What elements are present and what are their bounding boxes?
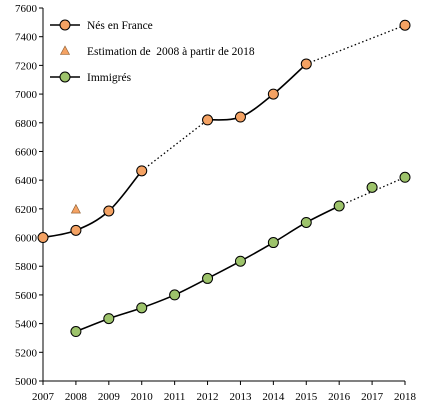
immigres-point <box>103 313 115 325</box>
immigres-point <box>333 200 345 212</box>
nes-en-france-point <box>202 114 214 126</box>
nes-en-france-dotted-line <box>306 24 406 65</box>
immigres-point <box>202 272 214 284</box>
y-tick-label: 7600 <box>15 3 38 15</box>
nes-en-france-dotted-line <box>141 119 208 172</box>
nes-en-france-point <box>37 232 49 244</box>
immigres-point <box>70 326 82 338</box>
y-tick-label: 7000 <box>15 89 38 101</box>
legend-marker-immigres <box>59 71 71 83</box>
y-tick-label: 6600 <box>15 146 38 158</box>
x-tick-label: 2013 <box>229 391 252 403</box>
x-tick-label: 2014 <box>262 391 285 403</box>
y-tick-label: 6800 <box>15 118 38 130</box>
y-tick-label: 6200 <box>15 204 38 216</box>
legend-label-estimation-de-2008-a-partir-de-2018: Estimation de 2008 à partir de 2018 <box>87 46 255 58</box>
nes-en-france-point <box>70 224 82 236</box>
y-tick-label: 7200 <box>15 60 38 72</box>
x-tick-label: 2015 <box>295 391 318 403</box>
nes-en-france-point <box>136 165 148 177</box>
legend-marker-nes-en-france <box>59 19 71 31</box>
immigres-point <box>234 255 246 267</box>
y-tick-label: 5000 <box>15 376 38 388</box>
x-tick-label: 2016 <box>328 391 351 403</box>
y-tick-label: 5400 <box>15 319 38 331</box>
nes-en-france-point <box>300 58 312 70</box>
legend-label-nes-en-france: Nés en France <box>87 20 153 32</box>
x-tick-label: 2017 <box>361 391 384 403</box>
x-tick-label: 2007 <box>32 391 55 403</box>
y-tick-label: 5600 <box>15 290 38 302</box>
x-tick-label: 2010 <box>131 391 154 403</box>
nes-en-france-line <box>207 63 307 121</box>
immigres-point <box>169 289 181 301</box>
nes-en-france-point <box>267 88 279 100</box>
y-tick-label: 7400 <box>15 32 38 44</box>
x-tick-label: 2008 <box>65 391 88 403</box>
legend-label-immigres: Immigrés <box>87 72 132 84</box>
y-tick-label: 5800 <box>15 261 38 273</box>
immigres-point <box>399 171 411 183</box>
immigres-point <box>136 302 148 314</box>
nes-en-france-point <box>399 19 411 31</box>
immigres-point <box>267 237 279 249</box>
x-tick-label: 2012 <box>197 391 219 403</box>
nes-en-france-point <box>234 111 246 123</box>
immigres-point <box>366 181 378 193</box>
x-tick-label: 2011 <box>164 391 186 403</box>
immigres-line <box>75 205 340 333</box>
y-tick-label: 5200 <box>15 347 38 359</box>
axes: 5000 5200 5400 5600 5800 6000 6200 6400 6600 6800… <box>15 3 417 403</box>
y-tick-label: 6000 <box>15 233 38 245</box>
x-tick-label: 2009 <box>98 391 121 403</box>
series-markers <box>37 19 411 338</box>
estimation-de-2008-a-partir-de-2018-point <box>70 203 81 214</box>
y-tick-label: 6400 <box>15 175 38 187</box>
nes-en-france-line <box>42 170 143 239</box>
x-tick-label: 2018 <box>394 391 417 403</box>
nes-en-france-point <box>103 205 115 217</box>
legend: Nés en France Estimation de 2008 à partir… <box>50 19 255 84</box>
legend-marker-estimation-de-2008-a-partir-de-2018 <box>60 45 70 55</box>
immigres-point <box>300 216 312 228</box>
